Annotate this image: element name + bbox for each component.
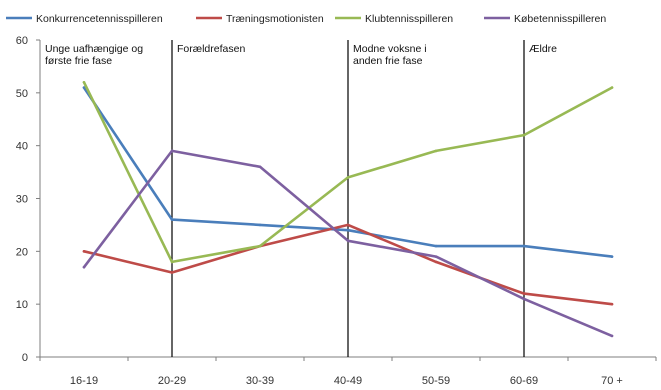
x-tick-label: 20-29 <box>158 375 186 387</box>
y-tick-label: 40 <box>16 141 28 153</box>
phase-label: første frie fase <box>45 55 112 67</box>
data-point <box>610 334 614 338</box>
data-point <box>258 223 262 227</box>
legend-label: Træningsmotionisten <box>226 13 324 25</box>
data-point <box>82 265 86 269</box>
x-tick-label: 50-59 <box>422 375 450 387</box>
data-point <box>258 244 262 248</box>
legend-label: Klubtennisspilleren <box>365 13 453 25</box>
data-point <box>434 149 438 153</box>
data-point <box>346 223 350 227</box>
y-tick-label: 20 <box>16 246 28 258</box>
phase-label: anden frie fase <box>353 55 423 67</box>
data-point <box>346 239 350 243</box>
data-point <box>522 292 526 295</box>
x-tick-label: 30-39 <box>246 375 274 387</box>
phase-label: Unge uafhængige og <box>45 43 143 55</box>
y-tick-label: 60 <box>16 35 28 47</box>
data-point <box>170 260 174 264</box>
data-point <box>82 86 86 89</box>
phase-label: Forældrefasen <box>177 43 245 55</box>
data-point <box>522 297 526 301</box>
data-point <box>434 244 438 248</box>
phase-label: Ældre <box>529 43 557 55</box>
x-tick-label: 60-69 <box>510 375 538 387</box>
data-point <box>170 218 174 221</box>
data-point <box>82 250 86 253</box>
data-point <box>258 165 262 169</box>
data-point <box>82 80 86 84</box>
data-point <box>170 271 174 274</box>
data-point <box>346 228 350 232</box>
y-tick-label: 0 <box>22 352 28 364</box>
legend-label: Købetennisspilleren <box>514 13 606 25</box>
data-point <box>346 176 350 179</box>
data-point <box>610 255 614 258</box>
data-point <box>170 149 174 153</box>
data-point <box>434 260 438 264</box>
data-point <box>434 255 438 258</box>
data-point <box>610 86 614 89</box>
x-tick-label: 70 + <box>601 375 623 387</box>
data-point <box>522 133 526 137</box>
legend-label: Konkurrencetennisspilleren <box>36 13 163 25</box>
y-tick-label: 30 <box>16 194 28 206</box>
data-point <box>522 244 526 248</box>
phase-label: Modne voksne i <box>353 43 427 55</box>
x-tick-label: 16-19 <box>70 375 98 387</box>
data-point <box>610 302 614 306</box>
y-tick-label: 10 <box>16 299 28 311</box>
y-tick-label: 50 <box>16 88 28 100</box>
x-tick-label: 40-49 <box>334 375 362 387</box>
